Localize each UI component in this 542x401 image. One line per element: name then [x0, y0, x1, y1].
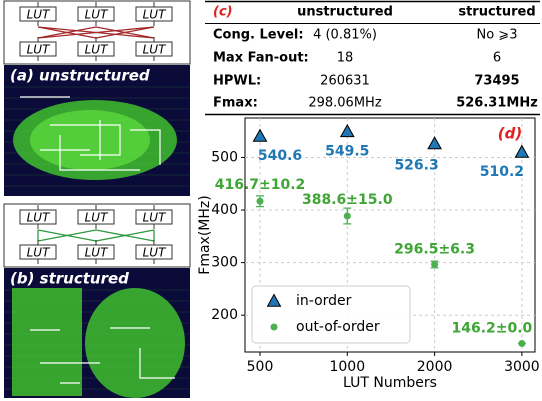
data-label: 510.2 [480, 164, 524, 180]
data-label: 388.6±15.0 [302, 192, 393, 208]
marker [431, 261, 438, 268]
data-label: 296.5±6.3 [394, 241, 475, 257]
panel-label: (d) [498, 125, 522, 143]
x-tick-label: 1000 [329, 359, 365, 375]
y-tick-label: 400 [211, 202, 238, 218]
marker [518, 340, 525, 347]
figure: LUT LUT LUT LUT LUT LUT (a) unstructured LUT LUT… [0, 0, 542, 401]
row-label: Max Fan-out: [213, 51, 309, 66]
marker [271, 324, 278, 331]
table-header: structured [458, 5, 535, 20]
table-cell: 526.31MHz [456, 96, 538, 111]
table-cell: No ⩾3 [477, 28, 518, 43]
lut-label: LUT [85, 8, 109, 22]
data-label: 416.7±10.2 [215, 177, 306, 193]
table-label: (c) [213, 5, 233, 20]
table-cell: 6 [493, 51, 501, 66]
lut-label: LUT [27, 211, 51, 225]
table-cell: 260631 [320, 74, 370, 89]
table-cell: 4 (0.81%) [313, 28, 377, 43]
data-label: 146.2±0.0 [451, 320, 532, 336]
x-axis-title: LUT Numbers [343, 375, 437, 391]
data-label: 526.3 [394, 158, 438, 174]
row-label: HPWL: [213, 74, 261, 89]
marker [344, 213, 351, 220]
table-header: unstructured [297, 5, 393, 20]
lut-label: LUT [143, 211, 167, 225]
x-tick-label: 3000 [504, 359, 540, 375]
marker [257, 198, 264, 205]
table-cell: 298.06MHz [308, 96, 381, 111]
legend-label: in-order [296, 293, 352, 309]
lut-label: LUT [27, 8, 51, 22]
table-cell: 73495 [474, 74, 519, 89]
panel-label: (b) structured [10, 270, 129, 288]
placement [12, 288, 82, 396]
lut-label: LUT [85, 211, 109, 225]
lut-label: LUT [143, 246, 167, 260]
lut-label: LUT [143, 8, 167, 22]
y-tick-label: 200 [211, 307, 238, 323]
lut-label: LUT [85, 43, 109, 57]
data-label: 549.5 [325, 143, 369, 159]
lut-label: LUT [27, 43, 51, 57]
x-tick-label: 500 [247, 359, 274, 375]
placement [30, 110, 150, 170]
row-label: Fmax: [213, 96, 258, 111]
x-tick-label: 2000 [417, 359, 453, 375]
legend-label: out-of-order [296, 319, 380, 335]
data-label: 540.6 [258, 148, 302, 164]
y-axis-title: Fmax(MHz) [197, 195, 213, 274]
table-cell: 18 [337, 51, 354, 66]
y-tick-label: 300 [211, 255, 238, 271]
lut-label: LUT [85, 246, 109, 260]
lut-label: LUT [27, 246, 51, 260]
panel-label: (a) unstructured [10, 67, 150, 85]
placement [85, 288, 185, 398]
lut-label: LUT [143, 43, 167, 57]
y-tick-label: 500 [211, 149, 238, 165]
row-label: Cong. Level: [213, 28, 304, 43]
